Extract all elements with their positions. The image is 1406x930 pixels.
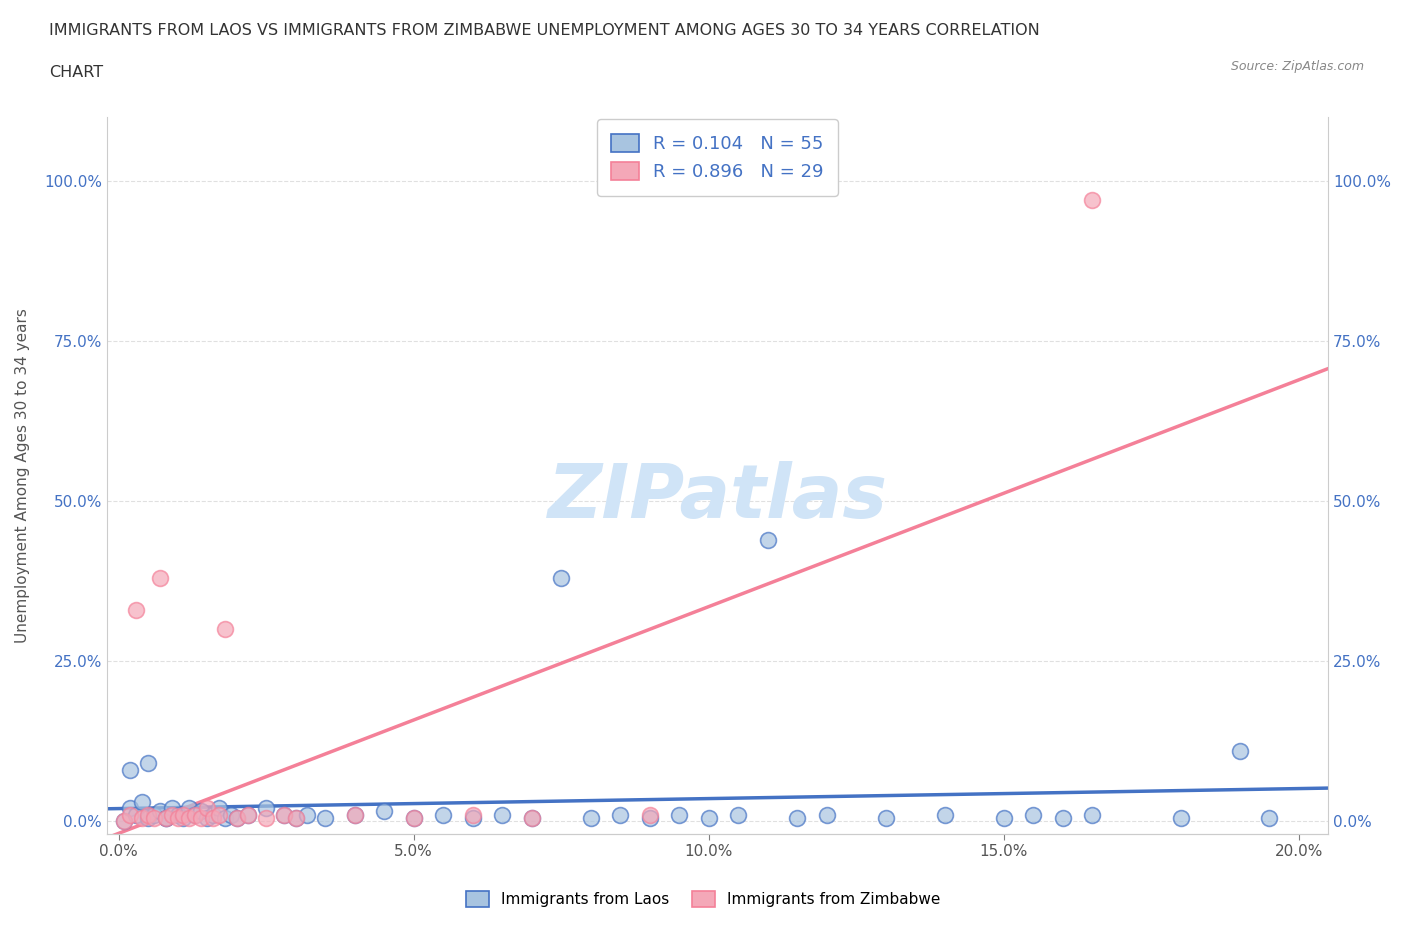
Point [179, 810, 201, 825]
Point [402, 810, 425, 825]
Point [550, 570, 572, 585]
Point [284, 810, 307, 825]
Point [190, 804, 212, 818]
Point [120, 763, 142, 777]
Text: Source: ZipAtlas.com: Source: ZipAtlas.com [1230, 60, 1364, 73]
Point [208, 807, 231, 822]
Point [195, 810, 218, 825]
Point [166, 807, 188, 822]
Point [149, 570, 172, 585]
Point [284, 810, 307, 825]
Point [208, 801, 231, 816]
Point [343, 807, 366, 822]
Point [201, 810, 224, 825]
Point [136, 810, 159, 825]
Point [238, 807, 260, 822]
Point [314, 810, 336, 825]
Point [1170, 810, 1192, 825]
Point [638, 810, 661, 825]
Point [1081, 193, 1104, 208]
Point [875, 810, 897, 825]
Legend: R = 0.104   N = 55, R = 0.896   N = 29: R = 0.104 N = 55, R = 0.896 N = 29 [598, 119, 838, 196]
Text: ZIPatlas: ZIPatlas [547, 460, 887, 534]
Point [609, 807, 631, 822]
Point [214, 621, 236, 636]
Point [1022, 807, 1045, 822]
Point [373, 804, 395, 818]
Point [727, 807, 749, 822]
Point [1052, 810, 1074, 825]
Point [190, 810, 212, 825]
Point [195, 801, 218, 816]
Point [1258, 810, 1281, 825]
Point [402, 810, 425, 825]
Point [934, 807, 956, 822]
Point [786, 810, 808, 825]
Point [297, 807, 319, 822]
Point [461, 810, 484, 825]
Point [254, 801, 277, 816]
Point [136, 756, 159, 771]
Point [149, 804, 172, 818]
Y-axis label: Unemployment Among Ages 30 to 34 years: Unemployment Among Ages 30 to 34 years [15, 308, 30, 643]
Point [1081, 807, 1104, 822]
Point [697, 810, 720, 825]
Point [155, 810, 177, 825]
Point [273, 807, 295, 822]
Point [491, 807, 513, 822]
Point [172, 810, 194, 825]
Point [219, 807, 242, 822]
Point [136, 807, 159, 822]
Point [201, 807, 224, 822]
Point [179, 801, 201, 816]
Point [172, 807, 194, 822]
Point [166, 810, 188, 825]
Text: IMMIGRANTS FROM LAOS VS IMMIGRANTS FROM ZIMBABWE UNEMPLOYMENT AMONG AGES 30 TO 3: IMMIGRANTS FROM LAOS VS IMMIGRANTS FROM … [49, 23, 1040, 38]
Point [114, 814, 136, 829]
Point [225, 810, 247, 825]
Point [142, 810, 165, 825]
Point [1229, 743, 1251, 758]
Point [254, 810, 277, 825]
Point [184, 807, 207, 822]
Point [120, 801, 142, 816]
Point [120, 807, 142, 822]
Point [668, 807, 690, 822]
Point [160, 801, 183, 816]
Point [131, 794, 153, 809]
Point [461, 807, 484, 822]
Point [815, 807, 838, 822]
Point [125, 807, 148, 822]
Point [214, 810, 236, 825]
Point [756, 532, 779, 547]
Point [155, 810, 177, 825]
Point [238, 807, 260, 822]
Point [579, 810, 602, 825]
Point [184, 807, 207, 822]
Point [131, 810, 153, 825]
Text: CHART: CHART [49, 65, 103, 80]
Point [343, 807, 366, 822]
Point [125, 603, 148, 618]
Legend: Immigrants from Laos, Immigrants from Zimbabwe: Immigrants from Laos, Immigrants from Zi… [460, 884, 946, 913]
Point [638, 807, 661, 822]
Point [142, 807, 165, 822]
Point [520, 810, 543, 825]
Point [114, 814, 136, 829]
Point [520, 810, 543, 825]
Point [432, 807, 454, 822]
Point [155, 810, 177, 825]
Point [160, 807, 183, 822]
Point [273, 807, 295, 822]
Point [993, 810, 1015, 825]
Point [225, 810, 247, 825]
